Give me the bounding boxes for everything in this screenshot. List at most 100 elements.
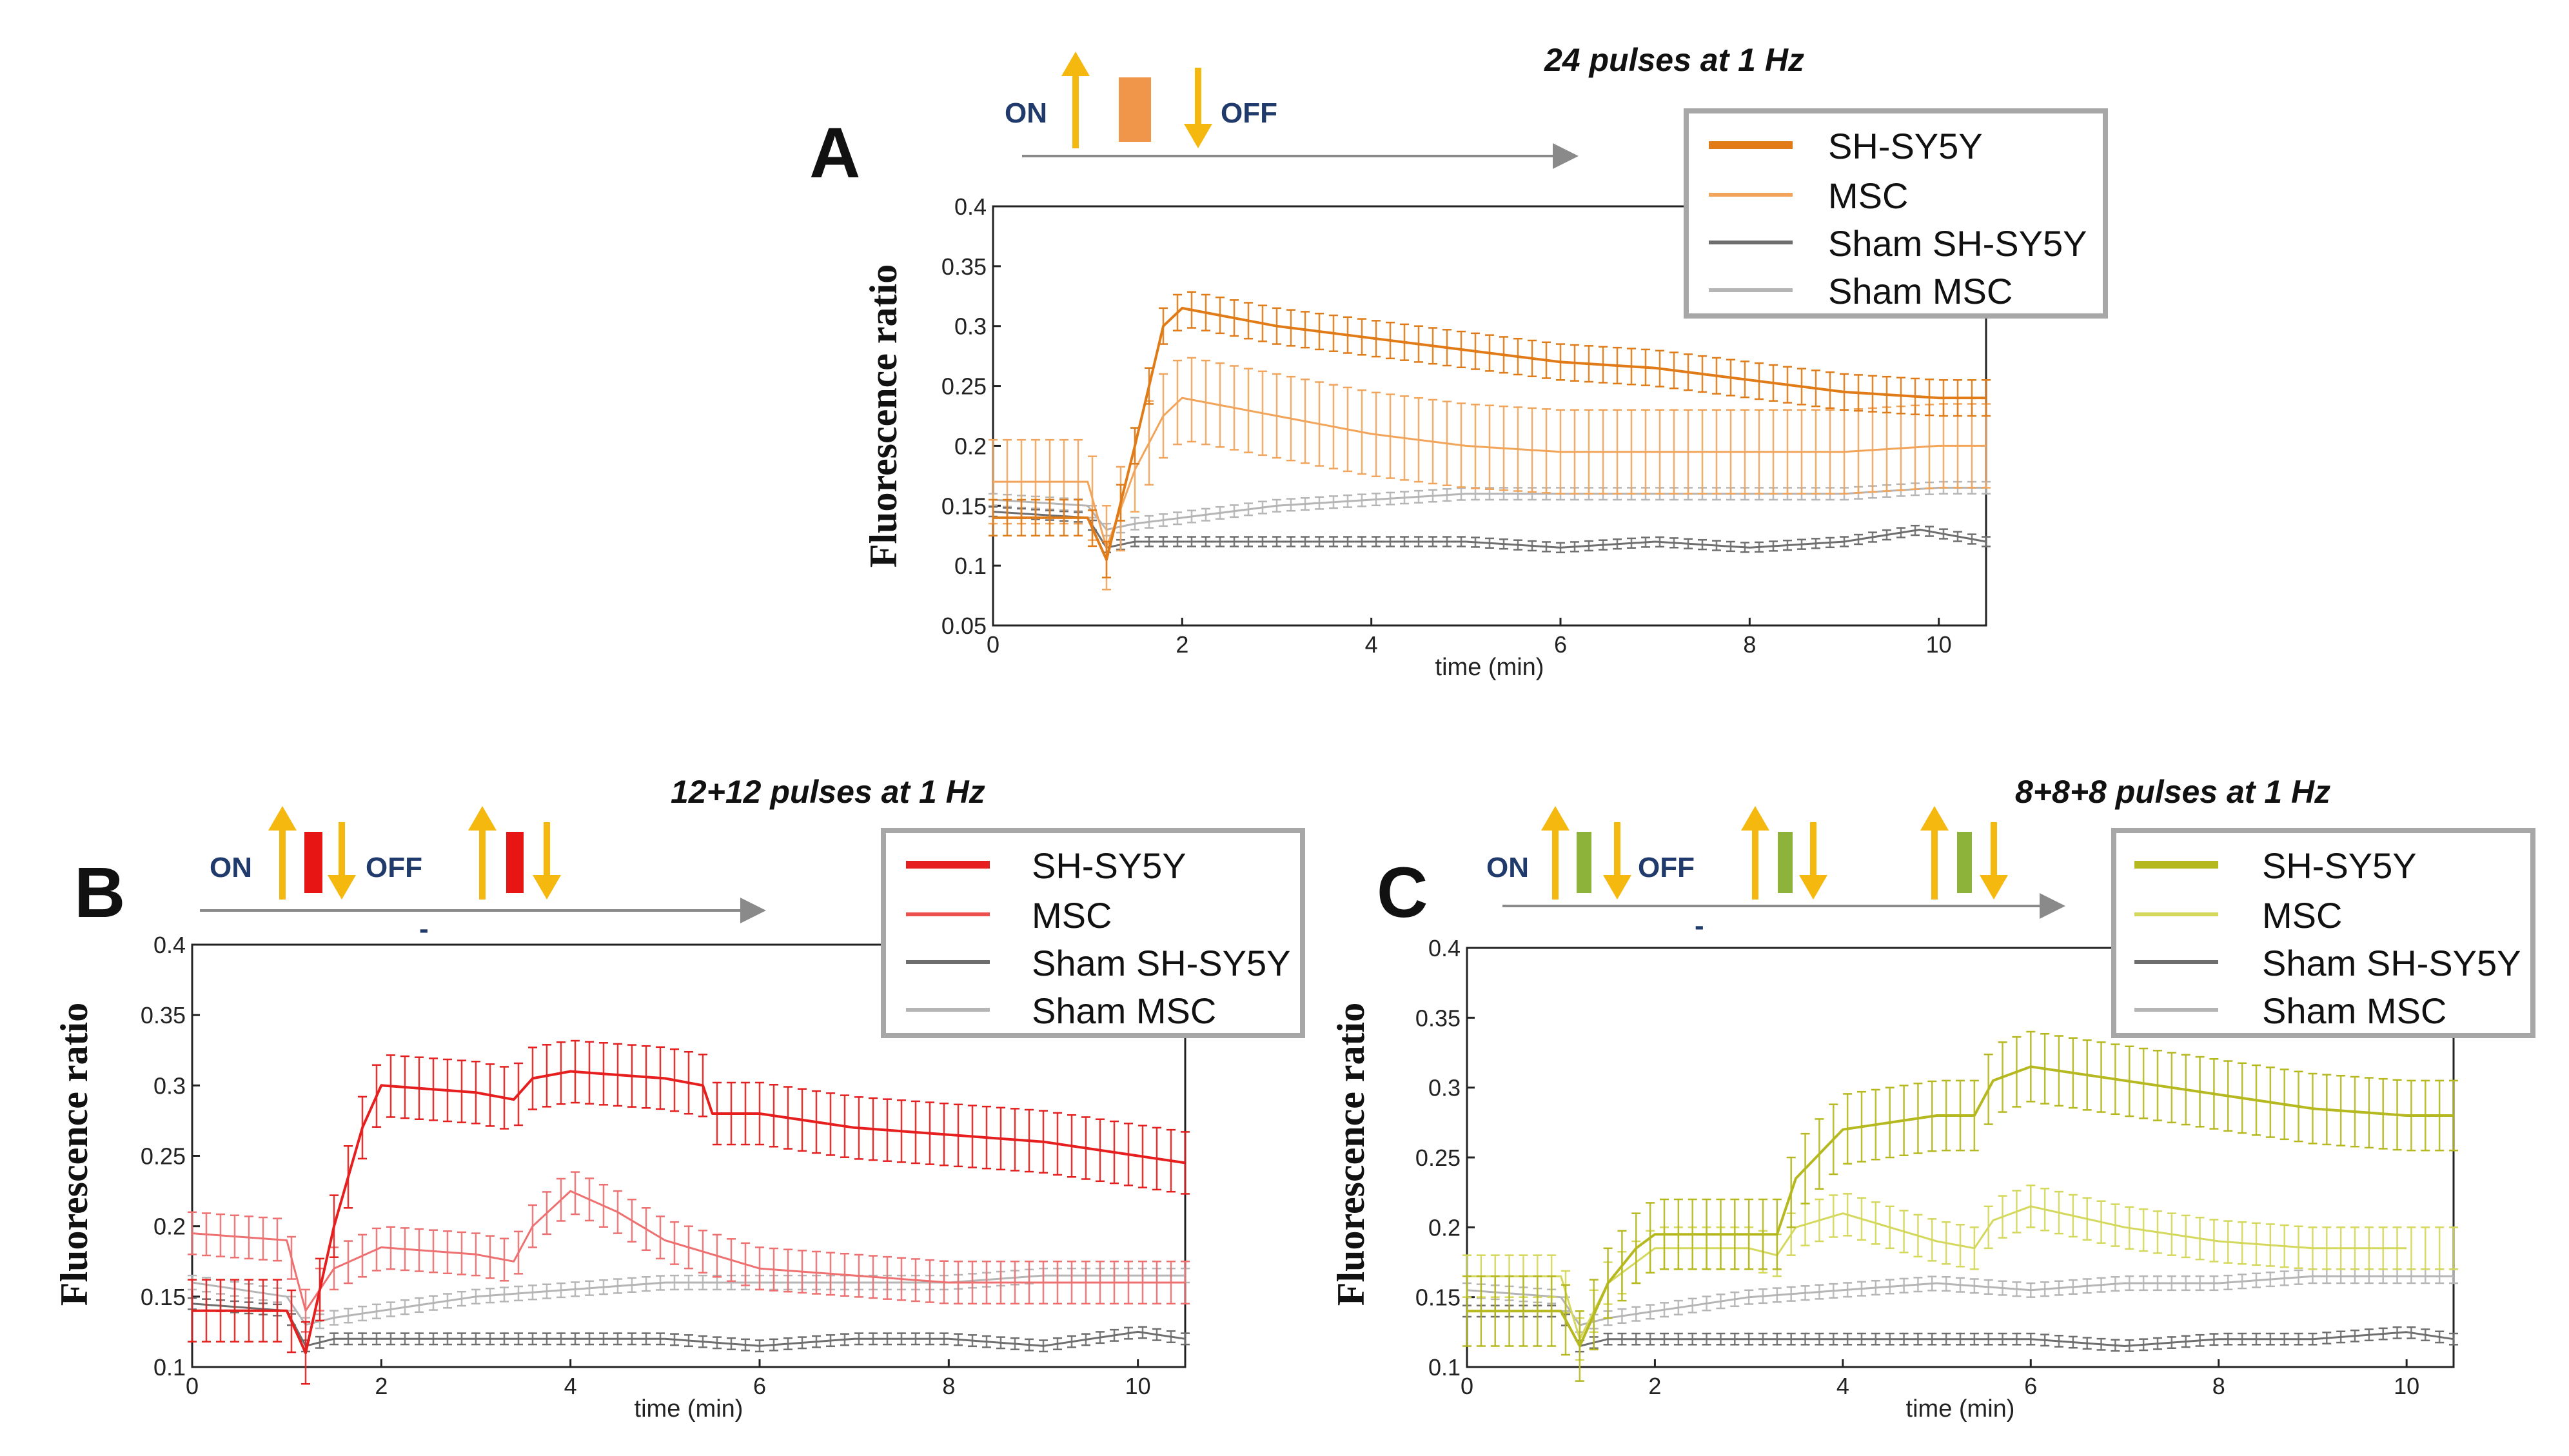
stimulus-pulse-bar xyxy=(304,832,322,893)
y-tick-label: 0.3 xyxy=(1428,1075,1461,1101)
y-tick-label: 0.15 xyxy=(1415,1284,1461,1311)
y-tick-label: 0.4 xyxy=(954,193,987,220)
series-sham-msc-line xyxy=(992,486,1986,531)
stimulus-on-arrowhead xyxy=(268,806,297,831)
panel-label-b: B xyxy=(74,853,125,932)
y-tick-label: 0.05 xyxy=(941,613,987,639)
legend-entry-msc: MSC xyxy=(1032,895,1112,936)
x-tick-label: 4 xyxy=(564,1373,577,1399)
y-tick-label: 0.15 xyxy=(141,1284,186,1310)
y-tick-label: 0.1 xyxy=(1428,1354,1461,1381)
panel-a: A 24 pulses at 1 Hz ON OFF 0 2 4 6 8 10 0.05 0.… xyxy=(809,42,2108,681)
series-sh-sy5y-line xyxy=(1467,1065,2454,1348)
y-tick-label: 0.25 xyxy=(141,1143,186,1170)
y-tick-label: 0.15 xyxy=(941,493,987,519)
x-tick-label: 10 xyxy=(2394,1373,2419,1399)
legend-entry-sham-msc: Sham MSC xyxy=(1032,990,1216,1031)
plot-area-a: 0 2 4 6 8 10 0.05 0.1 0.15 0.2 0.25 0.3 0.35 0.4 time… xyxy=(862,193,1991,681)
stimulus-protocol-c: ON OFF - xyxy=(1486,806,2065,941)
legend-c: SH-SY5Y MSC Sham SH-SY5Y Sham MSC xyxy=(2111,828,2535,1038)
off-label: OFF xyxy=(1221,97,1277,129)
series-sham-sh-sy5y-line xyxy=(192,1303,1186,1347)
legend-entry-sh-sy5y: SH-SY5Y xyxy=(2262,845,2417,886)
ticks-a: 0 2 4 6 8 10 0.05 0.1 0.15 0.2 0.25 0.3 0.35 0.4 xyxy=(941,193,1952,658)
y-tick-label: 0.1 xyxy=(153,1354,186,1381)
x-axis-label-a: time (min) xyxy=(1435,654,1544,681)
x-tick-label: 0 xyxy=(186,1373,199,1399)
series-b xyxy=(188,1039,1190,1385)
panel-c: C 8+8+8 pulses at 1 Hz ON OFF - 0 2 4 6 8 100… xyxy=(1330,774,2535,1422)
x-tick-label: 0 xyxy=(1461,1373,1473,1399)
panel-c-title: 8+8+8 pulses at 1 Hz xyxy=(2015,774,2330,810)
panel-a-title: 24 pulses at 1 Hz xyxy=(1544,42,1804,78)
panel-b: B 12+12 pulses at 1 Hz ON OFF - 0 2 4 6 8 10 0… xyxy=(53,774,1305,1422)
timeline-dash: - xyxy=(1695,910,1704,941)
ticks-b: 0 2 4 6 8 10 0.1 0.15 0.2 0.25 0.3 0.35 0.4 xyxy=(141,932,1151,1399)
stimulus-on-arrowhead xyxy=(1741,806,1769,831)
series-sham-msc-line xyxy=(1466,1275,2454,1326)
x-axis-label-b: time (min) xyxy=(635,1395,743,1422)
stimulus-protocol-a: ON OFF xyxy=(1005,52,1579,169)
stimulus-off-arrowhead xyxy=(1603,875,1631,900)
x-tick-label: 10 xyxy=(1125,1373,1151,1399)
stimulus-pulse-bar xyxy=(1577,832,1591,893)
y-tick-label: 0.4 xyxy=(153,932,186,958)
off-label: OFF xyxy=(366,852,422,883)
x-tick-label: 2 xyxy=(1176,631,1188,658)
panel-label-a: A xyxy=(809,113,860,193)
timeline-dash: - xyxy=(419,913,429,945)
legend-entry-sh-sy5y: SH-SY5Y xyxy=(1032,845,1186,886)
y-axis-label-b: Fluorescence ratio xyxy=(53,1003,95,1306)
legend-entry-sham-sh-sy5y: Sham SH-SY5Y xyxy=(1032,943,1291,983)
legend-entry-sham-msc: Sham MSC xyxy=(1828,271,2013,311)
x-tick-label: 8 xyxy=(942,1373,955,1399)
legend-entry-msc: MSC xyxy=(1828,175,1908,216)
series-sham-sh-sy5y-line xyxy=(1467,1310,2454,1347)
stimulus-pulse-bar xyxy=(1957,832,1972,893)
panel-label-c: C xyxy=(1377,853,1428,932)
on-label: ON xyxy=(1486,852,1529,883)
stimulus-on-arrowhead xyxy=(1061,52,1090,76)
y-tick-label: 0.4 xyxy=(1428,935,1461,961)
y-tick-label: 0.35 xyxy=(141,1002,186,1028)
y-axis-label-c: Fluorescence ratio xyxy=(1330,1003,1372,1306)
y-axis-label-a: Fluorescence ratio xyxy=(862,264,905,567)
y-tick-label: 0.35 xyxy=(1415,1005,1461,1031)
y-tick-label: 0.25 xyxy=(1415,1145,1461,1171)
stimulus-off-arrowhead xyxy=(1184,124,1212,148)
y-tick-label: 0.3 xyxy=(153,1072,186,1099)
stimulus-off-arrowhead xyxy=(533,875,561,900)
legend-b: SH-SY5Y MSC Sham SH-SY5Y Sham MSC xyxy=(881,828,1305,1038)
legend-entry-sham-msc: Sham MSC xyxy=(2262,990,2446,1031)
x-tick-label: 8 xyxy=(2212,1373,2225,1399)
y-tick-label: 0.2 xyxy=(1428,1214,1461,1241)
stimulus-off-arrowhead xyxy=(1799,875,1827,900)
ticks-c: 0 2 4 6 8 10 0.1 0.15 0.2 0.25 0.3 0.35 0.4 xyxy=(1415,935,2419,1399)
x-tick-label: 2 xyxy=(375,1373,388,1399)
x-tick-label: 10 xyxy=(1926,631,1952,658)
y-tick-label: 0.35 xyxy=(941,253,987,280)
x-tick-label: 0 xyxy=(987,631,999,658)
x-tick-label: 6 xyxy=(1554,631,1567,658)
x-tick-label: 4 xyxy=(1836,1373,1849,1399)
x-tick-label: 6 xyxy=(2024,1373,2037,1399)
stimulus-protocol-b: ON OFF - xyxy=(200,806,766,945)
stimulus-on-arrowhead xyxy=(468,806,497,831)
y-tick-label: 0.3 xyxy=(954,313,987,340)
stimulus-off-arrowhead xyxy=(1980,875,2008,900)
y-tick-label: 0.2 xyxy=(954,433,987,459)
series-a xyxy=(989,291,1991,591)
off-label: OFF xyxy=(1638,852,1695,883)
x-tick-label: 6 xyxy=(753,1373,766,1399)
series-sh-sy5y-line xyxy=(993,306,1986,561)
y-tick-label: 0.25 xyxy=(941,373,987,400)
on-label: ON xyxy=(1005,97,1047,129)
legend-a: SH-SY5Y MSC Sham SH-SY5Y Sham MSC xyxy=(1684,108,2108,319)
legend-entry-msc: MSC xyxy=(2262,895,2342,936)
x-tick-label: 8 xyxy=(1743,631,1756,658)
x-tick-label: 2 xyxy=(1648,1373,1661,1399)
x-axis-label-c: time (min) xyxy=(1906,1395,2015,1422)
panel-b-title: 12+12 pulses at 1 Hz xyxy=(671,774,985,810)
series-msc-line xyxy=(192,1190,1185,1312)
